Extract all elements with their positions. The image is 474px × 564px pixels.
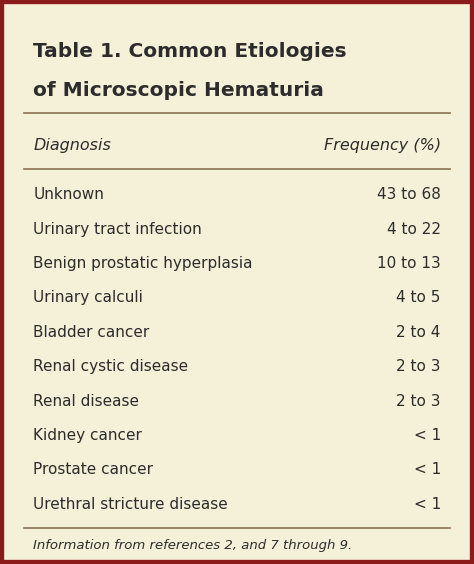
Text: Diagnosis: Diagnosis [33, 138, 111, 153]
Text: 10 to 13: 10 to 13 [377, 256, 441, 271]
Text: of Microscopic Hematuria: of Microscopic Hematuria [33, 81, 324, 100]
Text: 4 to 22: 4 to 22 [387, 222, 441, 237]
Text: Urinary calculi: Urinary calculi [33, 290, 143, 306]
Text: Unknown: Unknown [33, 187, 104, 202]
Text: Renal disease: Renal disease [33, 394, 139, 409]
Text: 2 to 3: 2 to 3 [396, 359, 441, 374]
Text: 2 to 3: 2 to 3 [396, 394, 441, 409]
Text: Urinary tract infection: Urinary tract infection [33, 222, 202, 237]
Text: Information from references 2, and 7 through 9.: Information from references 2, and 7 thr… [33, 539, 353, 552]
Text: 2 to 4: 2 to 4 [396, 325, 441, 340]
Text: < 1: < 1 [414, 497, 441, 512]
Text: Frequency (%): Frequency (%) [324, 138, 441, 153]
Text: Benign prostatic hyperplasia: Benign prostatic hyperplasia [33, 256, 253, 271]
Text: < 1: < 1 [414, 428, 441, 443]
Text: 4 to 5: 4 to 5 [396, 290, 441, 306]
Text: Table 1. Common Etiologies: Table 1. Common Etiologies [33, 42, 347, 61]
Text: Bladder cancer: Bladder cancer [33, 325, 149, 340]
Text: Renal cystic disease: Renal cystic disease [33, 359, 188, 374]
Text: Prostate cancer: Prostate cancer [33, 462, 153, 478]
Text: Kidney cancer: Kidney cancer [33, 428, 142, 443]
Text: 43 to 68: 43 to 68 [377, 187, 441, 202]
Text: < 1: < 1 [414, 462, 441, 478]
Text: Urethral stricture disease: Urethral stricture disease [33, 497, 228, 512]
